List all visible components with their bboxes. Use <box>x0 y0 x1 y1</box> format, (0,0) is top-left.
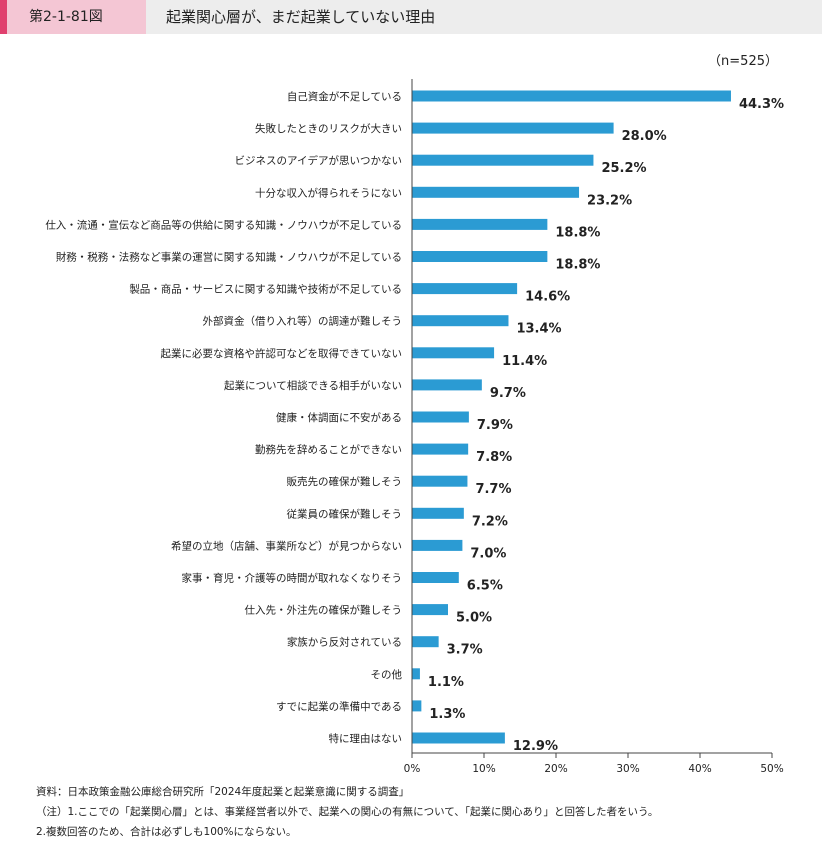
bar-chart: 自己資金が不足している 44.3% 失敗したときのリスクが大きい 28.0% ビジネスの… <box>45 79 784 775</box>
category-label: 起業について相談できる相手がいない <box>224 379 402 392</box>
value-label: 12.9% <box>513 739 558 754</box>
chart-title: 起業関心層が、まだ起業していない理由 <box>166 8 436 26</box>
bar <box>412 443 469 455</box>
sample-size: （n=525） <box>708 54 778 69</box>
category-label: 仕入先・外注先の確保が難しそう <box>245 604 403 617</box>
category-label: 販売先の確保が難しそう <box>287 475 403 488</box>
category-label: ビジネスのアイデアが思いつかない <box>235 154 402 167</box>
category-label: 製品・商品・サービスに関する知識や技術が不足している <box>129 283 402 296</box>
value-label: 7.2% <box>472 514 508 529</box>
value-label: 7.8% <box>476 450 512 465</box>
bar <box>412 154 594 166</box>
value-label: 9.7% <box>490 386 526 401</box>
category-label: 家族から反対されている <box>287 636 402 649</box>
bar <box>412 379 482 391</box>
category-label: 十分な収入が得られそうにない <box>255 186 402 199</box>
value-label: 7.0% <box>470 546 506 561</box>
notes: 資料：日本政策金融公庫総合研究所「2024年度起業と起業意識に関する調査」 （注… <box>36 782 658 842</box>
bar <box>412 283 518 295</box>
category-label: 従業員の確保が難しそう <box>287 507 403 520</box>
value-label: 1.3% <box>429 707 465 722</box>
category-label: 希望の立地（店舗、事業所など）が見つからない <box>171 539 402 552</box>
bar <box>412 636 439 648</box>
category-label: 勤務先を辞めることができない <box>255 443 402 456</box>
bar <box>412 604 448 616</box>
x-tick-label: 40% <box>688 763 711 775</box>
value-label: 18.8% <box>555 258 600 273</box>
value-label: 7.9% <box>477 418 513 433</box>
value-label: 1.1% <box>428 675 464 690</box>
x-tick-label: 0% <box>404 763 421 775</box>
category-label: 失敗したときのリスクが大きい <box>255 122 402 135</box>
bar <box>412 732 505 744</box>
source-note: 資料：日本政策金融公庫総合研究所「2024年度起業と起業意識に関する調査」 <box>36 786 410 798</box>
bar <box>412 411 469 423</box>
x-tick-label: 30% <box>616 763 639 775</box>
value-label: 5.0% <box>456 611 492 626</box>
value-label: 28.0% <box>622 129 667 144</box>
value-label: 6.5% <box>467 579 503 594</box>
x-tick-label: 20% <box>544 763 567 775</box>
bar <box>412 668 420 680</box>
category-label: 外部資金（借り入れ等）の調達が難しそう <box>203 315 403 328</box>
bar <box>412 507 464 519</box>
category-label: その他 <box>371 668 403 681</box>
value-label: 13.4% <box>516 322 561 337</box>
category-label: すでに起業の準備中である <box>276 700 402 713</box>
category-label: 家事・育児・介護等の時間が取れなくなりそう <box>182 572 403 585</box>
value-label: 14.6% <box>525 290 570 305</box>
bar <box>412 700 422 712</box>
value-label: 3.7% <box>447 643 483 658</box>
category-label: 財務・税務・法務など事業の運営に関する知識・ノウハウが不足している <box>56 251 402 264</box>
category-label: 起業に必要な資格や許認可などを取得できていない <box>161 347 403 360</box>
bar <box>412 315 509 327</box>
value-label: 18.8% <box>555 225 600 240</box>
bar <box>412 251 548 262</box>
bar <box>412 475 468 487</box>
note-2: 2.複数回答のため、合計は必ずしも100%にならない。 <box>36 826 297 838</box>
x-tick-label: 50% <box>760 763 783 775</box>
value-label: 25.2% <box>601 161 646 176</box>
category-label: 健康・体調面に不安がある <box>276 411 402 424</box>
bar <box>412 122 614 134</box>
value-label: 23.2% <box>587 193 632 208</box>
bar <box>412 572 459 583</box>
bar <box>412 186 580 198</box>
category-label: 自己資金が不足している <box>287 90 402 103</box>
x-tick-label: 10% <box>472 763 495 775</box>
figure-label: 第2-1-81図 <box>0 0 146 34</box>
category-label: 仕入・流通・宣伝など商品等の供給に関する知識・ノウハウが不足している <box>45 218 402 231</box>
bar <box>412 539 463 551</box>
bar <box>412 218 548 230</box>
note-1: （注）1.ここでの「起業関心層」とは、事業経営者以外で、起業への関心の有無につい… <box>36 806 659 818</box>
bar <box>412 90 731 102</box>
value-label: 7.7% <box>475 482 511 497</box>
bar <box>412 347 495 359</box>
value-label: 44.3% <box>739 97 784 112</box>
category-label: 特に理由はない <box>329 732 403 745</box>
value-label: 11.4% <box>502 354 547 369</box>
